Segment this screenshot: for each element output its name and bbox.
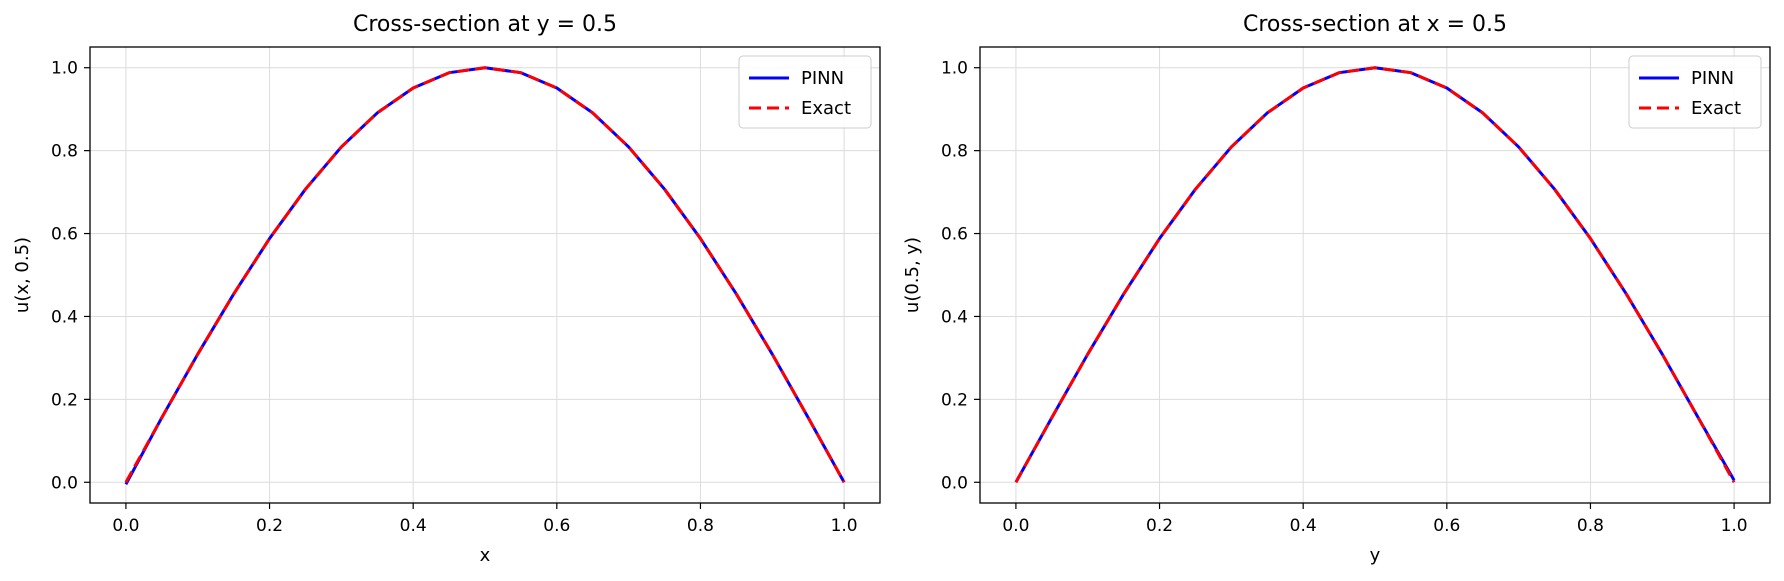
y-tick-label: 0.2	[51, 390, 78, 410]
y-tick-label: 0.4	[941, 307, 968, 327]
y-tick-label: 0.8	[51, 142, 78, 162]
x-tick-label: 0.0	[112, 516, 139, 536]
legend-label-exact: Exact	[801, 98, 851, 119]
y-tick-label: 0.2	[941, 390, 968, 410]
x-tick-label: 0.0	[1002, 516, 1029, 536]
x-tick-label: 0.2	[1146, 516, 1173, 536]
x-axis-label: y	[1370, 545, 1381, 566]
chart-right-cross-section-x: Cross-section at x = 0.5 y u(0.5, y) 0.0…	[902, 12, 1771, 566]
plot-frame	[979, 46, 1771, 504]
chart-left-cross-section-y: Cross-section at y = 0.5 x u(x, 0.5) 0.0…	[12, 12, 881, 566]
series-line-pinn	[124, 66, 846, 486]
x-axis-label: x	[480, 545, 491, 566]
y-tick-label: 1.0	[51, 59, 78, 79]
ticks: 0.0 0.2 0.4 0.6 0.8 1.0 0.0 0.2 0.4 0.6 0.8 1.0	[941, 59, 1748, 536]
y-tick-label: 1.0	[941, 59, 968, 79]
y-tick-label: 0.6	[941, 225, 968, 245]
x-tick-label: 0.8	[687, 516, 714, 536]
x-tick-label: 0.4	[400, 516, 427, 536]
series-line-exact	[1014, 66, 1736, 483]
legend: PINN Exact	[1628, 55, 1762, 129]
x-tick-label: 0.2	[256, 516, 283, 536]
ticks: 0.0 0.2 0.4 0.6 0.8 1.0 0.0 0.2 0.4 0.6 0.8 1.0	[51, 59, 858, 536]
legend-label-exact: Exact	[1691, 98, 1741, 119]
y-axis-label: u(x, 0.5)	[12, 237, 33, 313]
x-tick-label: 0.8	[1577, 516, 1604, 536]
y-axis-label: u(0.5, y)	[902, 237, 923, 313]
plot-frame	[89, 46, 881, 504]
x-tick-label: 0.6	[1433, 516, 1460, 536]
y-tick-label: 0.6	[51, 225, 78, 245]
y-tick-label: 0.0	[941, 473, 968, 493]
legend-box	[1628, 55, 1762, 129]
y-tick-label: 0.4	[51, 307, 78, 327]
legend: PINN Exact	[738, 55, 872, 129]
x-tick-label: 1.0	[1721, 516, 1748, 536]
legend-label-pinn: PINN	[1691, 68, 1734, 89]
chart-title: Cross-section at x = 0.5	[1243, 12, 1507, 37]
x-tick-label: 0.6	[543, 516, 570, 536]
x-tick-label: 1.0	[831, 516, 858, 536]
y-tick-label: 0.0	[51, 473, 78, 493]
chart-title: Cross-section at y = 0.5	[353, 12, 617, 37]
series-line-pinn	[1014, 66, 1736, 483]
legend-box	[738, 55, 872, 129]
legend-label-pinn: PINN	[801, 68, 844, 89]
series-line-exact	[124, 66, 846, 483]
y-tick-label: 0.8	[941, 142, 968, 162]
x-tick-label: 0.4	[1290, 516, 1317, 536]
